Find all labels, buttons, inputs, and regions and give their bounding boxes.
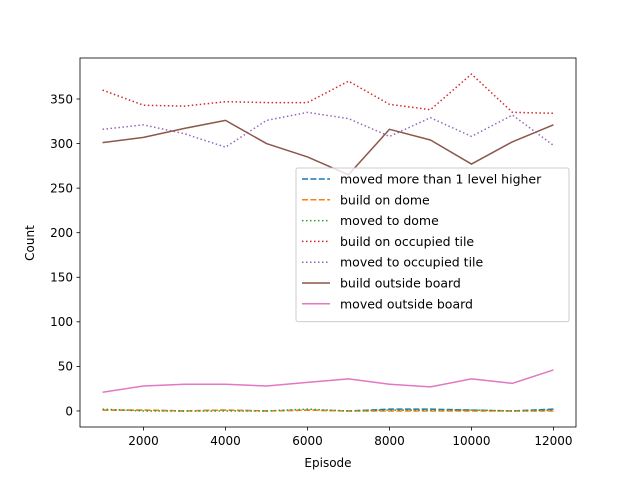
plot-area: 2000 4000 6000 8000 10000 12000 0 50 100 150 200 25… [50,57,577,448]
axes-frame [79,57,577,428]
legend-label: moved to dome [340,213,439,228]
series-line-moved-outside-board [102,369,554,393]
y-tick-label: 250 [50,181,73,195]
y-tick-label: 0 [65,404,73,418]
legend: moved more than 1 level higher build on d… [295,167,570,323]
y-tick-label: 150 [50,271,73,285]
x-tick-label: 4000 [210,434,241,448]
legend-label: moved outside board [340,296,473,311]
y-tick-label: 50 [58,360,73,374]
legend-label: build on occupied tile [340,234,474,249]
x-tick-label: 10000 [452,434,490,448]
legend-label: moved to occupied tile [340,255,484,270]
y-tick-label: 300 [50,137,73,151]
series-line-moved-to-occupied-tile [102,111,554,148]
x-axis-label: Episode [304,456,351,470]
y-axis-label: Count [23,225,37,261]
x-tick-label: 8000 [374,434,405,448]
x-tick-label: 2000 [128,434,159,448]
x-tick-label: 12000 [534,434,572,448]
legend-label: build outside board [340,276,461,291]
series-line-build-outside-board [102,119,554,176]
y-tick-label: 350 [50,92,73,106]
legend-box [295,167,570,323]
legend-label: build on dome [340,192,430,207]
y-tick-label: 100 [50,315,73,329]
y-tick-label: 200 [50,226,73,240]
legend-label: moved more than 1 level higher [340,172,542,187]
x-tick-label: 6000 [292,434,323,448]
